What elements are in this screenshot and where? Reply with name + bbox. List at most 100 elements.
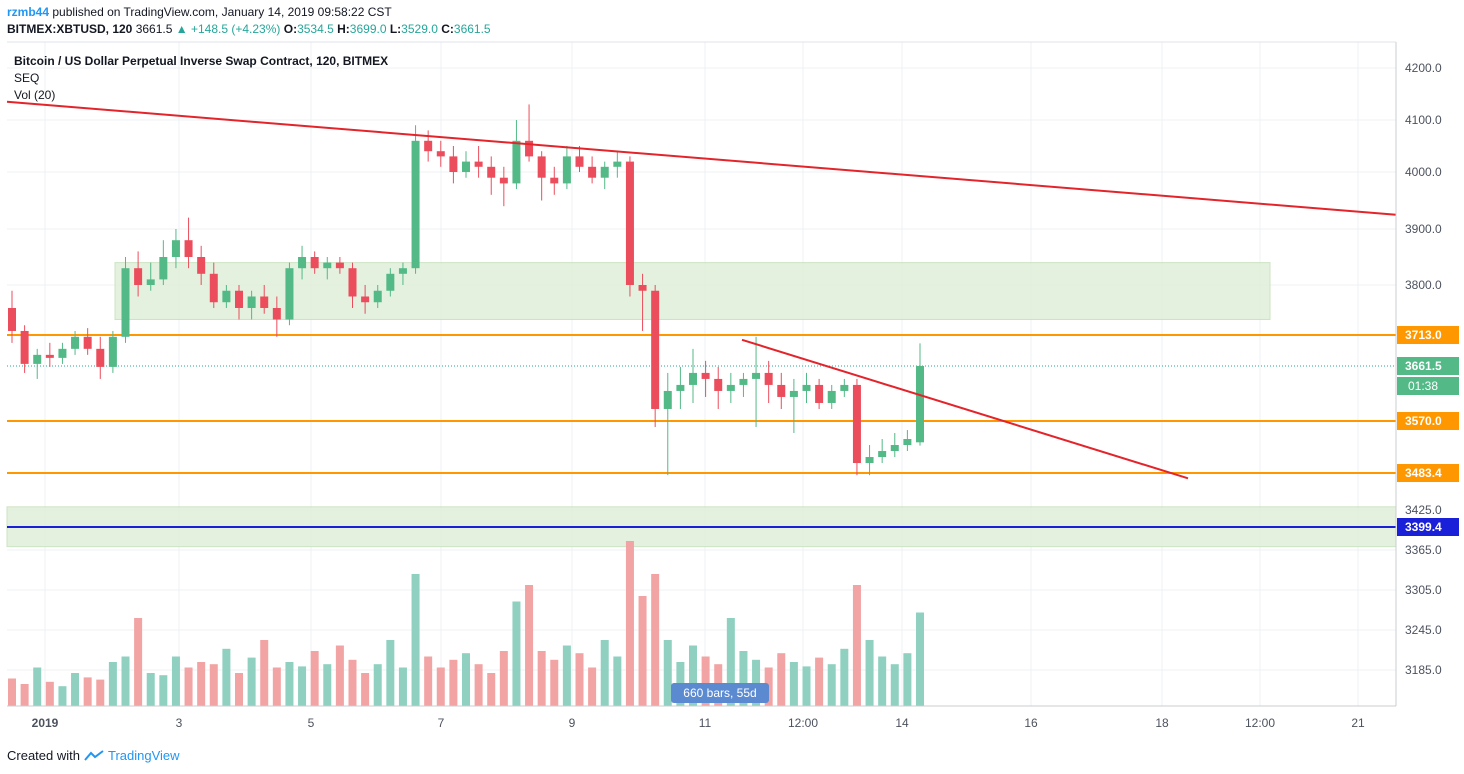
x-tick-label: 2019 [32,716,59,730]
volume-bar [600,640,609,706]
volume-bar [386,640,395,706]
volume-bar [335,645,344,706]
candle-body [449,156,458,172]
low-value: 3529.0 [401,22,438,36]
x-tick-label: 7 [438,716,445,730]
candle-body [916,366,924,443]
candle-body [247,296,256,308]
volume-bar [108,662,117,706]
candle-body [525,140,534,157]
volume-bar [83,677,92,706]
volume-bar [802,666,811,706]
price-tag-label: 3399.4 [1405,520,1442,534]
price-tag-label: 3713.0 [1405,328,1442,342]
volume-bar [247,657,256,706]
legend-study-vol[interactable]: Vol (20) [14,88,56,102]
volume-bar [651,574,660,706]
volume-bar [146,673,155,706]
volume-bar [752,659,761,706]
candle-body [386,273,395,291]
y-tick-label: 3800.0 [1405,278,1442,292]
legend-title[interactable]: Bitcoin / US Dollar Perpetual Inverse Sw… [14,54,389,68]
price-tags: 3713.0 3661.5 3570.0 3483.4 3399.4 01:38 660 b… [671,326,1459,703]
candle-body [134,268,143,285]
candle-body [739,378,748,385]
price-tag-bg [1397,518,1459,536]
volume-bar [789,662,798,706]
candle-body [83,336,92,349]
candle-body [197,257,206,274]
x-tick-label: 21 [1351,716,1365,730]
volume-bar [840,648,849,706]
countdown-bg [1397,377,1459,395]
candle-body [588,166,597,178]
volume-bar [361,673,370,706]
published-text: published on TradingView.com, January 14… [52,5,392,19]
volume-bar [474,664,483,706]
price-tag-bg [1397,464,1459,482]
candle-body [171,240,180,257]
volume-bar [726,618,735,706]
up-arrow-icon: ▲ [175,22,188,36]
candle-body [272,307,281,320]
volume-bar [638,596,647,706]
volume-bar [613,656,622,706]
volume-bar [58,686,67,706]
volume-bar [777,653,786,706]
candle-body [424,140,433,152]
y-tick-label: 3900.0 [1405,222,1442,236]
candle-body [752,372,761,379]
candle-body [651,290,660,409]
x-tick-label: 16 [1024,716,1038,730]
candles [8,104,924,476]
volume-bar [33,667,42,706]
x-tick-label: 18 [1155,716,1169,730]
candle-body [726,384,735,391]
low-label: L: [389,22,402,36]
price-tag-bg [1397,326,1459,344]
candle-body [146,279,155,285]
publisher-name[interactable]: rzmb44 [7,5,50,19]
volume-bar [373,664,382,706]
y-tick-label: 3365.0 [1405,543,1442,557]
candle-body [323,262,332,269]
candle-body [121,268,130,337]
candle-body [562,156,571,184]
candle-body [436,151,445,157]
volume-bar [8,678,16,706]
x-tick-label: 14 [895,716,909,730]
footer: Created with TradingView [7,748,180,763]
candle-body [714,378,723,391]
volume-bar [625,541,634,706]
x-tick-label: 3 [176,716,183,730]
last-price: 3661.5 [135,22,173,36]
candle-body [96,348,105,367]
high-label: H: [337,22,350,36]
volume-bar [96,679,105,706]
candle-body [600,166,609,178]
candle-body [878,451,887,458]
candle-body [764,372,773,385]
chart-legend: Bitcoin / US Dollar Perpetual Inverse Sw… [14,53,388,104]
candle-body [575,156,584,167]
volume-bar [487,673,496,706]
volume-bar [323,664,332,706]
candle-body [625,161,634,285]
candle-body [361,296,370,303]
candle-body [499,177,508,184]
candle-body [827,390,836,403]
x-tick-label: 12:00 [788,716,818,730]
volume-bar [184,667,193,706]
x-tick-label: 9 [569,716,576,730]
symbol-label[interactable]: BITMEX:XBTUSD, 120 [7,22,133,36]
volume-bar [739,651,748,706]
candle-body [298,257,307,269]
tradingview-brand[interactable]: TradingView [107,748,180,763]
candle-body [663,390,672,409]
legend-study-seq[interactable]: SEQ [14,71,40,85]
candle-body [512,140,521,184]
price-change: +148.5 (+4.23%) [190,22,281,36]
volume-bar [903,653,912,706]
